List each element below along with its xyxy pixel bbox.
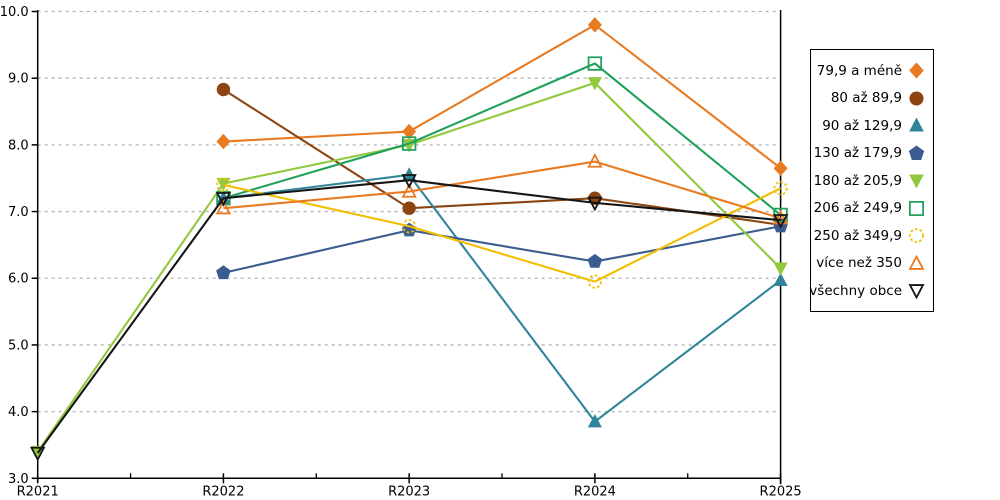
x-tick-label: R2024	[574, 484, 616, 499]
triangle-up-marker-icon	[908, 254, 925, 270]
triangle-down-marker-icon	[30, 446, 46, 462]
legend-item-label: 80 až 89,9	[830, 90, 902, 106]
square-marker-icon	[587, 56, 603, 71]
y-tick-label: 6.0	[8, 272, 29, 287]
legend-item: 130 až 179,9	[813, 140, 925, 167]
legend-marker-pentagon	[908, 145, 925, 160]
legend-item-label: více než 350	[816, 255, 902, 271]
circle-marker-icon	[773, 181, 788, 196]
diamond-marker-icon	[909, 62, 924, 79]
triangle-up-marker-icon	[773, 272, 788, 286]
legend-item: více než 350	[816, 250, 925, 277]
square-marker-icon	[216, 191, 231, 206]
y-tick-label: 8.0	[8, 138, 29, 153]
triangle-down-marker-icon	[216, 177, 231, 192]
diamond-marker-icon	[216, 133, 231, 150]
legend-marker-triangle-up	[908, 254, 925, 270]
square-marker-icon	[908, 200, 925, 216]
triangle-up-marker-icon	[772, 209, 789, 225]
triangle-down-marker-icon	[587, 77, 602, 91]
diamond-marker-icon	[587, 17, 602, 33]
x-tick-label: R2025	[760, 484, 802, 499]
triangle-up-marker-icon	[587, 153, 603, 168]
y-tick-label: 3.0	[8, 472, 29, 487]
legend-marker-diamond	[909, 62, 924, 79]
triangle-down-marker-icon	[909, 174, 924, 189]
series-line-8	[36, 179, 781, 454]
legend-marker-circle	[909, 228, 924, 243]
triangle-up-marker-icon	[401, 183, 417, 198]
y-tick-label: 7.0	[8, 205, 29, 220]
triangle-up-marker-icon	[909, 117, 924, 132]
legend-marker-triangle-up	[909, 117, 924, 132]
legend-item: 79,9 a méně	[817, 57, 925, 84]
triangle-down-marker-icon	[772, 214, 789, 229]
circle-marker-icon	[216, 82, 231, 97]
x-tick-label: R2021	[17, 484, 59, 499]
y-tick-label: 10.0	[0, 5, 29, 20]
legend-item-label: 79,9 a méně	[816, 62, 902, 79]
series-line-2	[223, 173, 782, 424]
triangle-down-marker-icon	[773, 262, 788, 276]
triangle-down-marker-icon	[401, 174, 417, 189]
legend-item-label: 206 až 249,9	[813, 200, 902, 216]
legend-item-label: všechny obce	[809, 282, 902, 299]
circle-marker-icon	[402, 219, 417, 234]
square-marker-icon	[401, 136, 417, 151]
triangle-up-marker-icon	[587, 413, 602, 428]
legend-marker-triangle-down	[909, 174, 924, 189]
legend-item-label: 130 až 179,9	[813, 145, 902, 161]
legend-item-label: 90 až 129,9	[822, 117, 902, 134]
series-line-1	[222, 88, 781, 226]
legend-box: 79,9 a méně 80 až 89,9 90 až 129,9 130 až 1…	[809, 49, 934, 312]
x-tick-label: R2022	[202, 484, 244, 499]
circle-marker-icon	[587, 274, 602, 289]
circle-marker-icon	[402, 201, 416, 215]
triangle-down-marker-icon	[215, 192, 232, 207]
series-line-6	[223, 183, 782, 283]
legend-marker-circle	[909, 90, 924, 106]
legend-item-label: 250 až 349,9	[813, 227, 902, 244]
circle-marker-icon	[909, 90, 924, 106]
x-tick-label: R2023	[388, 484, 430, 499]
legend-marker-triangle-down	[908, 284, 925, 299]
legend-item: 206 až 249,9	[813, 195, 925, 222]
legend-item: 180 až 205,9	[813, 167, 925, 194]
legend-item: 90 až 129,9	[817, 112, 925, 139]
y-tick-label: 4.0	[8, 405, 29, 420]
legend-item: 250 až 349,9	[813, 222, 925, 249]
series-line-3	[223, 225, 781, 274]
triangle-down-marker-icon	[908, 284, 925, 299]
circle-marker-icon	[909, 228, 924, 243]
diamond-marker-icon	[773, 160, 788, 176]
series-line-7	[223, 160, 781, 220]
triangle-down-marker-icon	[587, 196, 603, 212]
legend-marker-square	[908, 200, 925, 216]
legend-item-label: 180 až 205,9	[813, 172, 902, 189]
pentagon-marker-icon	[908, 145, 925, 160]
pentagon-marker-icon	[216, 265, 231, 280]
diamond-marker-icon	[402, 123, 417, 140]
y-tick-label: 5.0	[8, 338, 29, 353]
legend-item: všechny obce	[809, 277, 925, 304]
series-line-5	[223, 62, 782, 216]
y-tick-label: 9.0	[8, 72, 29, 87]
series-line-0	[223, 23, 782, 170]
pentagon-marker-icon	[587, 253, 603, 268]
triangle-up-marker-icon	[215, 199, 232, 215]
circle-marker-icon	[216, 177, 231, 192]
legend-item: 80 až 89,9	[817, 85, 925, 112]
